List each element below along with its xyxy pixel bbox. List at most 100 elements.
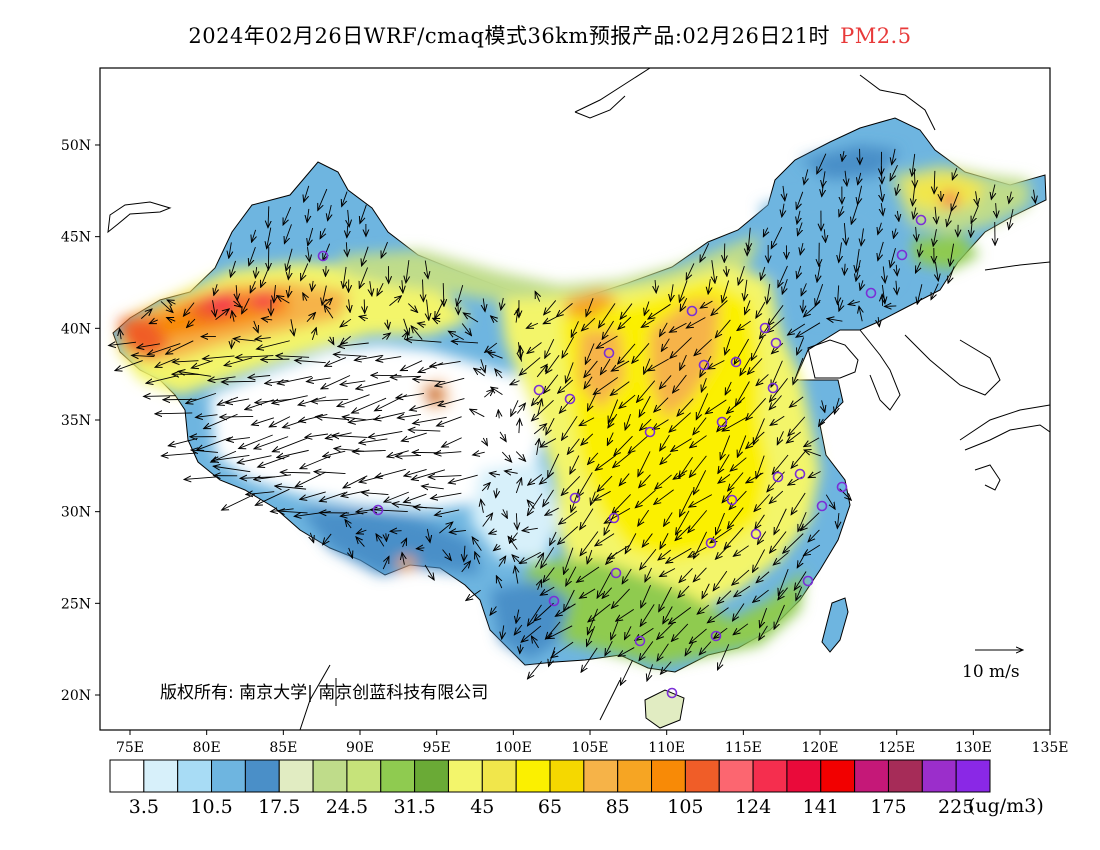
wind-arrow	[890, 164, 898, 181]
wind-arrow	[144, 396, 176, 397]
wind-arrow	[913, 207, 916, 219]
wind-arrow	[700, 300, 713, 308]
wind-arrow	[697, 604, 710, 614]
colorbar-swatch	[921, 759, 957, 793]
wind-arrow	[778, 265, 788, 287]
colorbar-swatch	[211, 759, 246, 793]
wind-arrow	[740, 357, 751, 376]
wind-arrow	[804, 301, 821, 317]
wind-arrow	[878, 241, 884, 261]
wind-arrow	[167, 300, 176, 304]
wind-arrow	[773, 552, 789, 564]
wind-arrow	[822, 400, 825, 412]
wind-arrow	[786, 431, 801, 443]
colorbar: 3.5 10.5 17.5 24.5 31.5 45 65 85 105 124 141 175 225	[109, 759, 991, 818]
wind-arrow	[607, 545, 630, 560]
colorbar-label: 24.5	[326, 796, 368, 818]
wind-arrow	[548, 453, 560, 478]
wind-arrow	[402, 280, 403, 293]
wind-arrow	[377, 282, 384, 296]
wind-arrow	[197, 437, 231, 450]
colorbar-label: 10.5	[190, 796, 232, 818]
wind-arrow	[115, 360, 143, 371]
wind-arrow	[527, 500, 535, 509]
wind-arrow	[824, 229, 825, 242]
wind-arrow	[934, 170, 935, 194]
wind-arrow	[897, 210, 899, 221]
wind-arrow	[612, 588, 630, 608]
city-marker	[865, 287, 877, 299]
wind-arrow	[220, 416, 254, 417]
wind-arrow	[839, 299, 843, 311]
wind-arrow	[246, 492, 275, 495]
wind-arrow	[1009, 208, 1013, 229]
wind-arrow	[137, 344, 160, 348]
wind-arrow	[707, 607, 729, 623]
colorbar-label: 85	[606, 796, 630, 818]
wind-arrow	[586, 297, 594, 316]
city-marker	[372, 504, 384, 516]
wind-arrow	[717, 590, 732, 604]
wind-arrow	[912, 186, 914, 205]
wind-arrow	[771, 226, 783, 248]
wind-arrow	[571, 321, 579, 337]
wind-arrow	[203, 356, 235, 359]
colorbar-swatch	[718, 759, 754, 793]
wind-arrow	[324, 305, 334, 319]
wind-arrow	[724, 527, 744, 549]
wind-arrow	[639, 641, 654, 660]
wind-arrow	[147, 343, 181, 355]
wind-arrow	[322, 285, 326, 305]
wind-arrow	[514, 624, 523, 635]
wind-arrow	[345, 520, 351, 529]
colorbar-swatch	[177, 759, 213, 793]
colorbar-label: 141	[803, 796, 839, 818]
wind-arrow	[912, 153, 915, 176]
wind-arrow	[605, 641, 613, 655]
wind-arrow	[680, 297, 688, 311]
wind-arrow	[616, 608, 634, 621]
wind-arrow	[614, 435, 633, 455]
wind-arrow	[604, 507, 631, 523]
wind-arrow	[725, 381, 732, 395]
wind-arrow	[489, 531, 498, 534]
wind-arrow	[669, 412, 691, 432]
wind-arrow	[433, 318, 441, 321]
wind-arrow	[710, 527, 732, 543]
wind-arrow	[797, 265, 801, 278]
wind-arrow	[733, 623, 749, 635]
wind-arrow	[512, 555, 522, 565]
wind-arrow	[191, 450, 218, 452]
wind-arrow	[620, 659, 633, 685]
lon-tick-label: 120E	[802, 740, 839, 756]
wind-arrow	[685, 641, 694, 656]
wind-arrow	[834, 397, 839, 414]
wind-arrow	[544, 374, 559, 393]
wind-arrow	[791, 451, 806, 469]
wind-arrow	[439, 522, 452, 534]
wind-arrow	[734, 585, 751, 597]
city-marker	[603, 347, 615, 359]
wind-arrow	[597, 475, 613, 491]
wind-arrow	[236, 356, 274, 358]
wind-arrow	[362, 246, 369, 266]
wind-arrow	[161, 453, 197, 456]
wind-arrow	[375, 468, 406, 477]
wind-arrow	[527, 493, 543, 516]
city-marker	[802, 575, 814, 587]
city-marker	[548, 595, 560, 607]
wind-arrow	[434, 452, 462, 454]
wind-arrow	[442, 549, 452, 561]
lon-tick-label: 115E	[725, 740, 762, 756]
wind-arrow	[400, 360, 423, 371]
wind-arrow	[254, 436, 289, 449]
wind-arrow	[801, 283, 806, 295]
wind-arrow	[272, 395, 308, 404]
wind-arrow	[693, 567, 707, 582]
wind-arrow	[797, 337, 805, 354]
wind-arrow	[214, 284, 217, 295]
wind-arrow	[610, 381, 630, 396]
wind-arrow	[510, 381, 520, 385]
wind-arrow	[370, 510, 408, 512]
wind-arrow	[660, 568, 676, 576]
